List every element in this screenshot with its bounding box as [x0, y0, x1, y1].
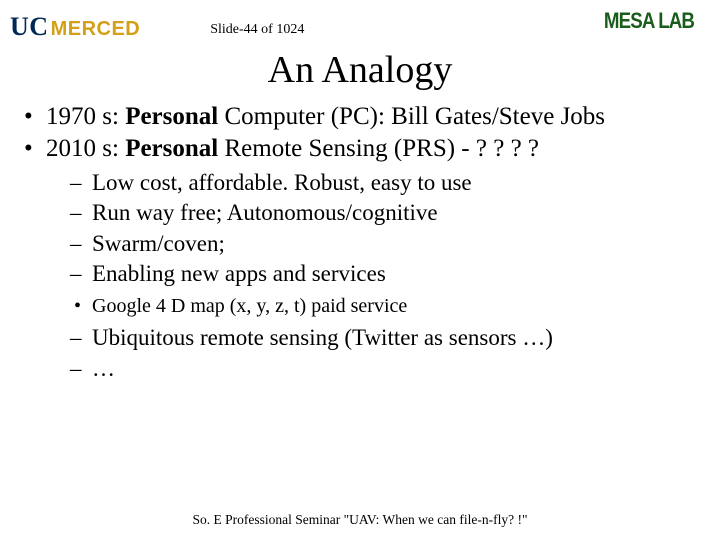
bullet-list-level2a: Low cost, affordable. Robust, easy to us… — [46, 168, 698, 289]
subsub-bullet-1: Google 4 D map (x, y, z, t) paid service — [74, 293, 698, 319]
bullet-1-bold: Personal — [125, 103, 218, 130]
slide-number: Slide-44 of 1024 — [210, 22, 304, 38]
bullet-list-level1: 1970 s: Personal Computer (PC): Bill Gat… — [22, 102, 698, 384]
logo-uc-text: UC — [10, 12, 49, 42]
logo-merced-text: MERCED — [51, 18, 141, 41]
sub-bullet-1: Low cost, affordable. Robust, easy to us… — [70, 168, 698, 198]
sub-bullet-2: Run way free; Autonomous/cognitive — [70, 198, 698, 228]
mesa-lab-label: MESA LAB — [604, 8, 694, 34]
bullet-2-prefix: 2010 s: — [46, 135, 125, 162]
bullet-2-bold: Personal — [125, 135, 218, 162]
bullet-1-suffix: Computer (PC): Bill Gates/Steve Jobs — [218, 103, 605, 130]
sub-bullet-3: Swarm/coven; — [70, 229, 698, 259]
slide-content: 1970 s: Personal Computer (PC): Bill Gat… — [0, 102, 720, 384]
bullet-2: 2010 s: Personal Remote Sensing (PRS) - … — [22, 134, 698, 384]
bullet-2-suffix: Remote Sensing (PRS) - ? ? ? ? — [218, 135, 539, 162]
uc-merced-logo: UC MERCED — [10, 12, 140, 42]
slide-header: UC MERCED Slide-44 of 1024 MESA LAB — [0, 0, 720, 48]
slide-title: An Analogy — [0, 48, 720, 92]
bullet-1-prefix: 1970 s: — [46, 103, 125, 130]
sub-bullet-4: Enabling new apps and services — [70, 259, 698, 289]
bullet-list-level3: Google 4 D map (x, y, z, t) paid service — [46, 293, 698, 319]
slide-footer: So. E Professional Seminar "UAV: When we… — [0, 512, 720, 528]
sub-bullet-6: … — [70, 354, 698, 384]
sub-bullet-5: Ubiquitous remote sensing (Twitter as se… — [70, 323, 698, 353]
bullet-list-level2b: Ubiquitous remote sensing (Twitter as se… — [46, 323, 698, 384]
bullet-1: 1970 s: Personal Computer (PC): Bill Gat… — [22, 102, 698, 132]
